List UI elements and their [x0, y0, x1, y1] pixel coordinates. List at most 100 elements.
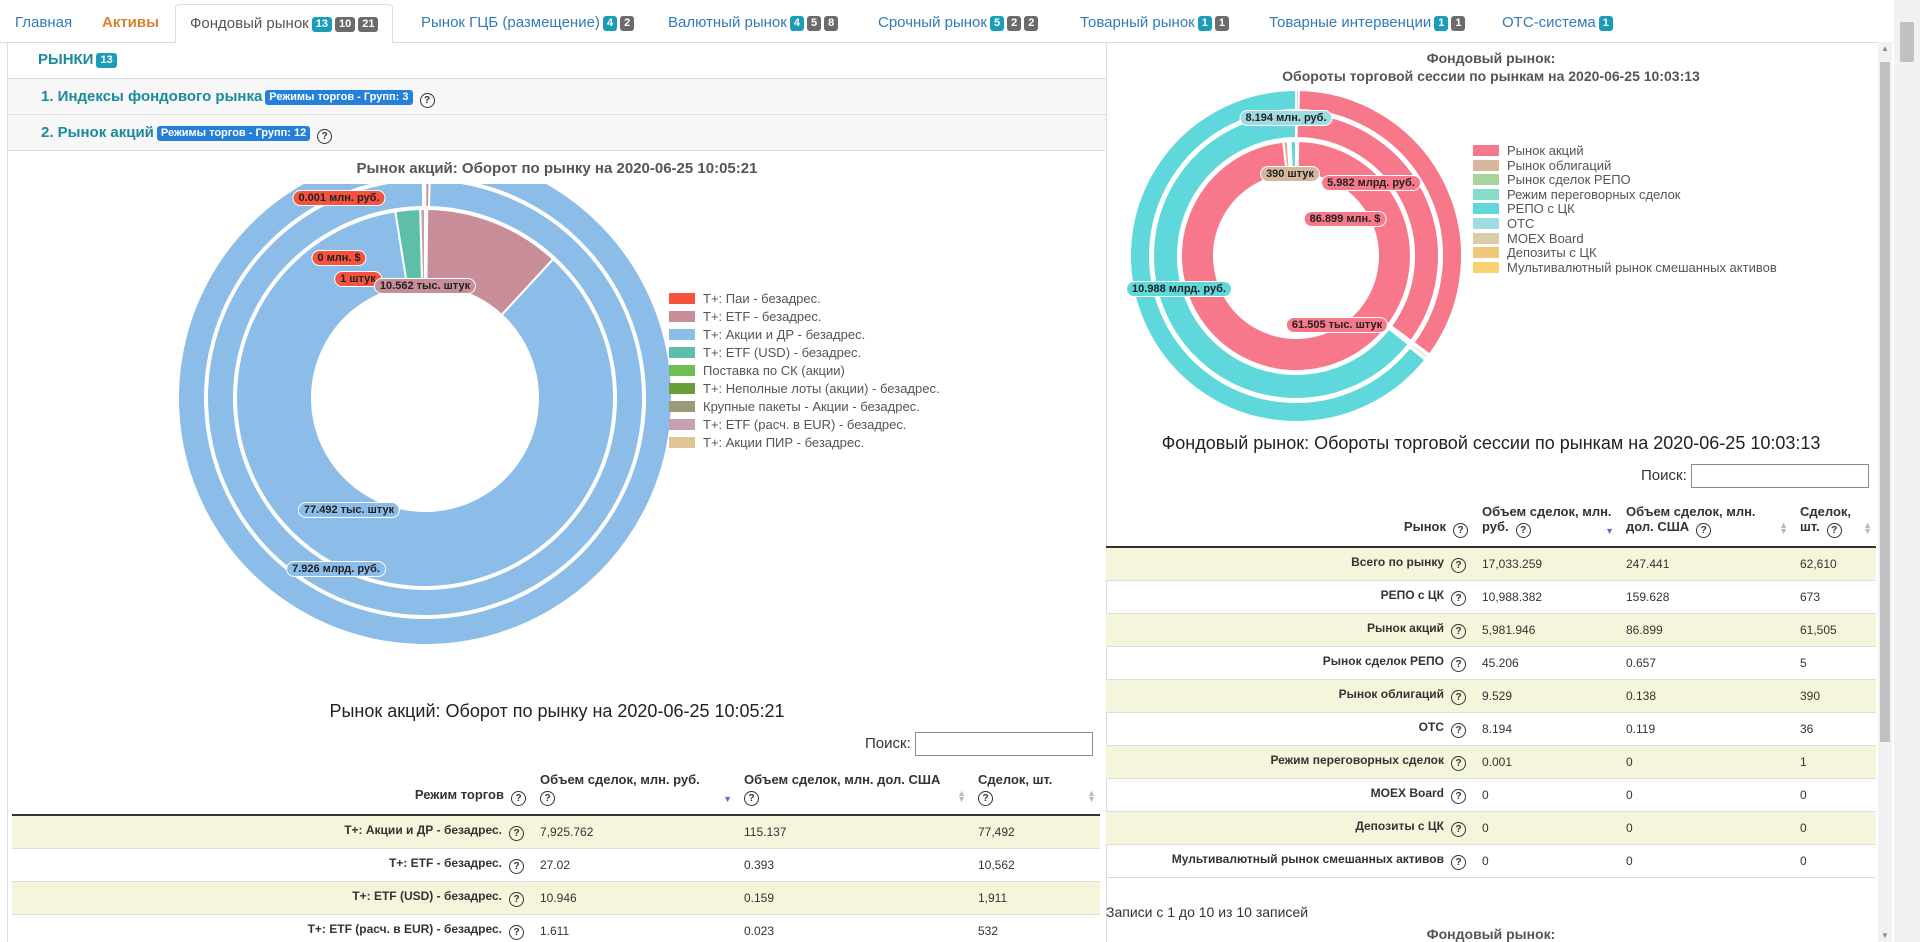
- row-value-cell: 10,988.382: [1474, 580, 1618, 614]
- legend-item[interactable]: T+: Акции и ДР - безадрес.: [669, 327, 865, 342]
- help-icon[interactable]: ?: [1515, 523, 1531, 538]
- help-icon[interactable]: ?: [1451, 591, 1466, 606]
- row-name: T+: ETF (расч. в EUR) - безадрес.: [307, 922, 502, 936]
- help-icon[interactable]: ?: [540, 791, 555, 806]
- row-value: 77,492: [978, 825, 1015, 839]
- legend-item[interactable]: T+: Акции ПИР - безадрес.: [669, 435, 864, 450]
- help-icon[interactable]: ?: [1451, 789, 1466, 804]
- tab-assets[interactable]: Активы: [102, 14, 159, 31]
- legend-item[interactable]: T+: ETF (расч. в EUR) - безадрес.: [669, 417, 907, 432]
- shares-search-input[interactable]: [914, 732, 1093, 756]
- window-scrollbar[interactable]: [1894, 0, 1920, 942]
- legend-item[interactable]: Рынок облигаций: [1473, 158, 1611, 173]
- column-header-deals[interactable]: Сделок, шт.? ▲ ▼: [970, 764, 1100, 816]
- row-value: 0: [1626, 788, 1633, 802]
- scroll-up-icon[interactable]: ▲: [1881, 44, 1889, 53]
- legend-item[interactable]: Режим переговорных сделок: [1473, 187, 1681, 202]
- help-icon[interactable]: ?: [1451, 822, 1466, 837]
- help-icon[interactable]: ?: [1451, 657, 1466, 672]
- row-value: 0: [1626, 755, 1633, 769]
- legend-item[interactable]: Мультивалютный рынок смешанных активов: [1473, 260, 1777, 275]
- chart-slice[interactable]: [419, 207, 426, 287]
- help-icon[interactable]: ?: [1451, 624, 1466, 639]
- window-scroll-thumb[interactable]: [1900, 22, 1914, 62]
- legend-item[interactable]: MOEX Board: [1473, 231, 1584, 246]
- legend-label: MOEX Board: [1507, 230, 1584, 246]
- row-name: Мультивалютный рынок смешанных активов: [1171, 852, 1444, 866]
- tab-commodity-market[interactable]: Товарный рынок 1 1: [1080, 14, 1229, 31]
- section-indices[interactable]: 1. Индексы фондового рынка Режимы торгов …: [8, 78, 1106, 115]
- help-icon[interactable]: ?: [1826, 523, 1842, 538]
- help-icon[interactable]: ?: [509, 859, 524, 874]
- tab-commodity-interventions[interactable]: Товарные интервенции 1 1: [1269, 14, 1466, 31]
- tab-stock-market[interactable]: Фондовый рынок 13 10 21: [175, 4, 394, 43]
- legend-item[interactable]: Депозиты с ЦК: [1473, 245, 1597, 260]
- row-value: 10,988.382: [1482, 590, 1543, 604]
- section-indices-label[interactable]: 1. Индексы фондового рынка: [41, 88, 263, 105]
- section-shares[interactable]: 2. Рынок акций Режимы торгов - Групп: 12?: [8, 114, 1106, 151]
- help-icon[interactable]: ?: [511, 791, 526, 806]
- help-icon[interactable]: ?: [1453, 523, 1468, 538]
- column-header-deals[interactable]: Сделок, шт.? ▲ ▼: [1792, 496, 1876, 548]
- column-header-volume-usd[interactable]: Объем сделок, млн. дол. США? ▲ ▼: [1618, 496, 1792, 548]
- row-value-cell: 62,610: [1792, 547, 1876, 581]
- legend-item[interactable]: T+: Паи - безадрес.: [669, 291, 821, 306]
- help-icon[interactable]: ?: [419, 93, 435, 108]
- legend-label: Депозиты с ЦК: [1507, 245, 1597, 261]
- chart-slice[interactable]: [206, 184, 644, 617]
- legend-item[interactable]: Поставка по СК (акции): [669, 363, 845, 378]
- tab-count-badge: 2: [620, 16, 635, 31]
- column-header-mode[interactable]: Режим торгов?: [12, 764, 532, 816]
- legend-swatch: [1473, 232, 1499, 244]
- help-icon[interactable]: ?: [317, 129, 333, 144]
- scroll-down-icon[interactable]: ▼: [1881, 931, 1889, 940]
- help-icon[interactable]: ?: [1696, 523, 1712, 538]
- sort-icon: ▲ ▼: [1087, 788, 1096, 804]
- chart-slice[interactable]: [1294, 88, 1300, 112]
- tab-main[interactable]: Главная: [15, 14, 73, 31]
- panel-scrollbar[interactable]: ▲ ▼: [1878, 42, 1892, 942]
- tab-derivatives-market[interactable]: Срочный рынок 5 2 2: [878, 14, 1039, 31]
- legend-item[interactable]: T+: Неполные лоты (акции) - безадрес.: [669, 381, 940, 396]
- row-value-cell: 0.657: [1618, 646, 1792, 680]
- legend-swatch: [1473, 159, 1499, 171]
- table-row: Режим переговорных сделок? 0.001 0 1: [1106, 745, 1876, 779]
- legend-item[interactable]: Рынок акций: [1473, 143, 1584, 158]
- tab-otc-system[interactable]: ОТС-система 1: [1502, 14, 1613, 31]
- help-icon[interactable]: ?: [978, 791, 993, 806]
- chart-slice[interactable]: [235, 210, 615, 588]
- chart-slice[interactable]: [1180, 139, 1412, 372]
- sessions-search-input[interactable]: [1690, 464, 1869, 488]
- legend-item[interactable]: T+: ETF (USD) - безадрес.: [669, 345, 861, 360]
- section-shares-label[interactable]: 2. Рынок акций: [41, 124, 154, 141]
- help-icon[interactable]: ?: [1451, 723, 1466, 738]
- help-icon[interactable]: ?: [1451, 855, 1466, 870]
- table-row: Рынок акций? 5,981.946 86.899 61,505: [1106, 613, 1876, 647]
- tab-gcb-market[interactable]: Рынок ГЦБ (размещение) 4 2: [421, 14, 635, 31]
- panel-scroll-thumb[interactable]: [1880, 62, 1890, 742]
- column-header-volume-rub[interactable]: Объем сделок, млн. руб.? ▼: [532, 764, 736, 816]
- column-header-volume-usd[interactable]: Объем сделок, млн. дол. США? ▲ ▼: [736, 764, 970, 816]
- legend-label: Рынок сделок РЕПО: [1507, 172, 1631, 188]
- legend-item[interactable]: Рынок сделок РЕПО: [1473, 172, 1631, 187]
- column-header-volume-rub[interactable]: Объем сделок, млн. руб.? ▼: [1474, 496, 1618, 548]
- sessions-search: Поиск:: [1641, 464, 1869, 488]
- help-icon[interactable]: ?: [509, 892, 524, 907]
- row-value: 0.657: [1626, 656, 1657, 670]
- help-icon[interactable]: ?: [744, 791, 759, 806]
- help-icon[interactable]: ?: [1451, 690, 1466, 705]
- row-value-cell: 17,033.259: [1474, 547, 1618, 581]
- legend-item[interactable]: Крупные пакеты - Акции - безадрес.: [669, 399, 920, 414]
- tab-currency-market[interactable]: Валютный рынок 4 5 8: [668, 14, 839, 31]
- help-icon[interactable]: ?: [1451, 558, 1466, 573]
- help-icon[interactable]: ?: [509, 826, 524, 841]
- chart-slice[interactable]: [177, 184, 673, 646]
- legend-item[interactable]: РЕПО с ЦК: [1473, 201, 1575, 216]
- row-value-cell: 0.393: [736, 848, 970, 882]
- legend-item[interactable]: T+: ETF - безадрес.: [669, 309, 821, 324]
- help-icon[interactable]: ?: [1451, 756, 1466, 771]
- column-header-market[interactable]: Рынок?: [1106, 496, 1474, 548]
- help-icon[interactable]: ?: [509, 925, 524, 940]
- legend-item[interactable]: ОТС: [1473, 216, 1534, 231]
